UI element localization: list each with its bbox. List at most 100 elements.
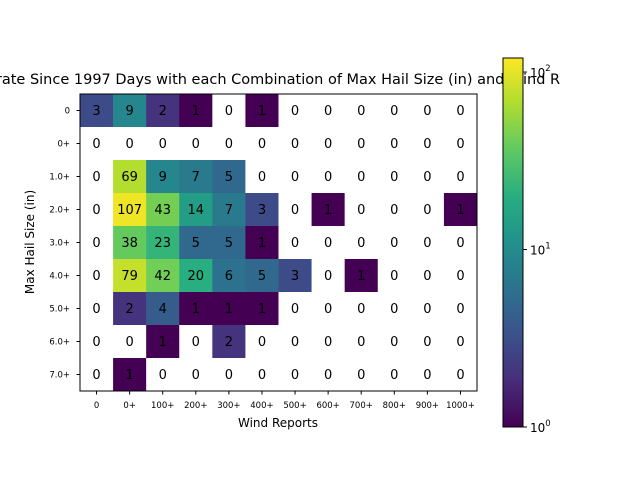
cell-value-label: 1	[258, 236, 266, 251]
cell-value-label: 0	[225, 368, 233, 383]
heatmap-cell	[410, 358, 445, 392]
heatmap-cell	[80, 127, 114, 161]
cell-value-label: 5	[192, 236, 200, 251]
cell-value-label: 0	[258, 335, 266, 350]
x-tick-label: 200+	[184, 401, 207, 411]
cell-value-label: 1	[192, 302, 200, 317]
chart-title: rate Since 1997 Days with each Combinati…	[0, 72, 560, 88]
cell-value-label: 2	[159, 104, 167, 119]
cell-value-label: 2	[225, 335, 233, 350]
cell-value-label: 0	[291, 368, 299, 383]
heatmap-cell	[179, 259, 213, 293]
cell-value-label: 0	[192, 335, 200, 350]
heatmap-cell	[311, 226, 345, 260]
heatmap-cell	[113, 127, 147, 161]
cell-value-label: 0	[390, 203, 398, 218]
cell-value-label: 1	[225, 302, 233, 317]
heatmap-cell	[212, 193, 246, 227]
cell-value-label: 0	[92, 170, 100, 185]
cell-value-label: 0	[92, 269, 100, 284]
heatmap-cell	[179, 325, 213, 359]
cell-value-label: 0	[159, 368, 167, 383]
heatmap-cell	[344, 94, 379, 128]
heatmap-cell	[443, 292, 478, 326]
heatmap-cell	[443, 127, 478, 161]
cell-value-label: 1	[125, 368, 133, 383]
cell-value-label: 0	[192, 137, 200, 152]
cell-value-label: 0	[456, 236, 464, 251]
heatmap-cell	[113, 292, 147, 326]
cell-value-label: 0	[291, 236, 299, 251]
heatmap-cell	[377, 94, 412, 128]
heatmap-cell	[278, 94, 312, 128]
heatmap-cell	[410, 325, 445, 359]
heatmap-cell	[80, 325, 114, 359]
cell-value-label: 0	[357, 335, 365, 350]
cell-value-label: 0	[456, 104, 464, 119]
heatmap-cell	[113, 160, 147, 194]
x-tick-label: 800+	[383, 401, 406, 411]
cell-value-label: 0	[291, 302, 299, 317]
cell-value-label: 0	[125, 137, 133, 152]
y-tick-label: 0	[65, 107, 70, 117]
heatmap-cell	[113, 226, 147, 260]
heatmap-cell	[278, 292, 312, 326]
heatmap-cell	[311, 358, 345, 392]
cell-value-label: 43	[154, 203, 171, 218]
cell-value-label: 107	[117, 203, 142, 218]
heatmap-cell	[443, 226, 478, 260]
cell-value-label: 0	[258, 137, 266, 152]
cell-value-label: 0	[456, 269, 464, 284]
cell-value-label: 0	[324, 236, 332, 251]
heatmap-cell	[443, 259, 478, 293]
x-tick-label: 0+	[123, 401, 136, 411]
heatmap-cell	[146, 226, 180, 260]
heatmap-cell	[311, 259, 345, 293]
cell-value-label: 0	[324, 104, 332, 119]
heatmap-cell	[80, 358, 114, 392]
heatmap-cell	[443, 94, 478, 128]
heatmap-cell	[179, 292, 213, 326]
cell-value-label: 4	[159, 302, 167, 317]
cell-value-label: 0	[159, 137, 167, 152]
heatmap-cell	[344, 292, 379, 326]
heatmap-cell	[113, 193, 147, 227]
cell-value-label: 3	[258, 203, 266, 218]
cell-value-label: 0	[92, 203, 100, 218]
heatmap-cell	[311, 94, 345, 128]
cell-value-label: 1	[357, 269, 365, 284]
cell-value-label: 5	[225, 236, 233, 251]
x-tick-label: 1000+	[446, 401, 475, 411]
heatmap-cell	[146, 94, 180, 128]
heatmap-cell	[278, 358, 312, 392]
heatmap-cell	[377, 259, 412, 293]
y-axis-label: Max Hail Size (in)	[23, 190, 37, 294]
x-tick-label: 300+	[217, 401, 240, 411]
x-tick-label: 500+	[283, 401, 306, 411]
heatmap-cell	[278, 193, 312, 227]
heatmap-cell	[146, 325, 180, 359]
x-tick-label: 400+	[250, 401, 273, 411]
cell-value-label: 0	[357, 203, 365, 218]
cell-value-label: 0	[423, 203, 431, 218]
cell-value-label: 0	[258, 368, 266, 383]
cell-value-label: 0	[423, 236, 431, 251]
cell-value-label: 0	[291, 137, 299, 152]
cell-value-label: 0	[324, 137, 332, 152]
heatmap-cell	[410, 259, 445, 293]
heatmap-cell	[113, 94, 147, 128]
heatmap-cell	[212, 127, 246, 161]
heatmap-cell	[245, 193, 279, 227]
cell-value-label: 0	[456, 137, 464, 152]
y-tick-label: 0+	[57, 140, 70, 150]
cell-value-label: 0	[92, 137, 100, 152]
heatmap-cell	[212, 94, 246, 128]
x-tick-label: 100+	[151, 401, 174, 411]
cell-value-label: 0	[324, 368, 332, 383]
heatmap-cell	[410, 94, 445, 128]
cell-value-label: 1	[258, 104, 266, 119]
heatmap-cell	[212, 160, 246, 194]
